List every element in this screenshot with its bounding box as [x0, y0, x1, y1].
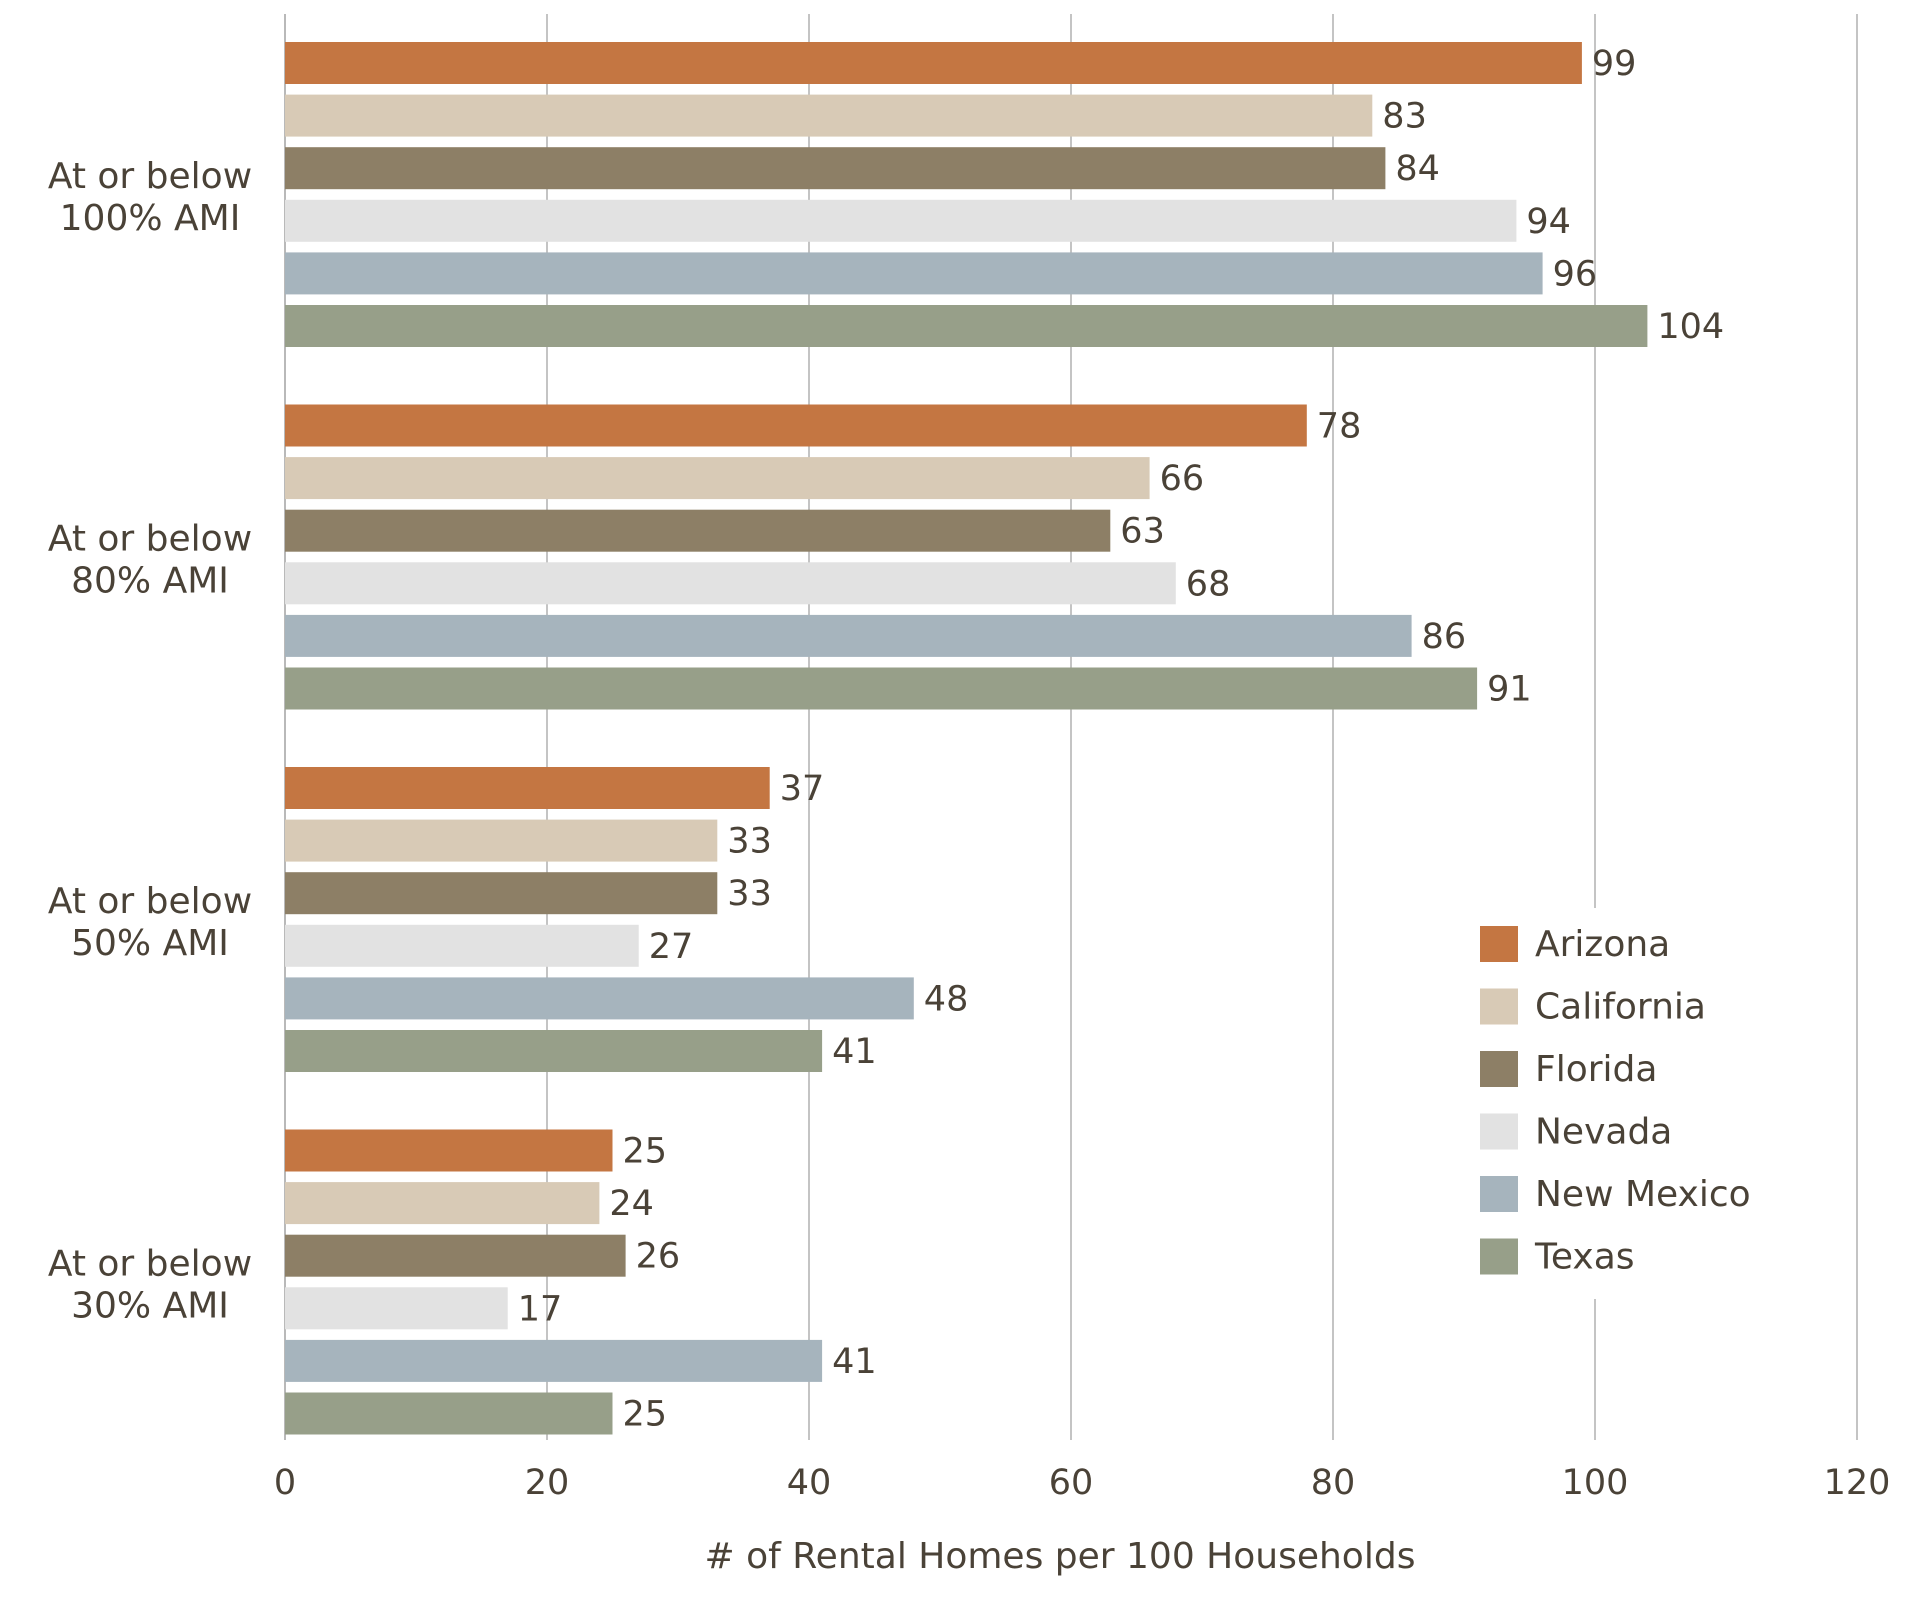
bar-value-label: 66 [1160, 459, 1205, 499]
bar-value-label: 27 [649, 927, 694, 967]
legend-label: Texas [1534, 1237, 1635, 1278]
bar-nevada [285, 199, 1517, 242]
legend-swatch [1480, 1238, 1518, 1275]
bar-value-label: 96 [1553, 254, 1598, 294]
category-label: 80% AMI [71, 560, 229, 601]
bar-florida [285, 872, 718, 915]
bar-texas [285, 1392, 613, 1435]
bar-arizona [285, 1129, 613, 1172]
bar-texas [285, 667, 1478, 710]
bar-value-label: 33 [727, 874, 772, 914]
bar-value-label: 86 [1422, 617, 1467, 657]
x-tick-label: 120 [1824, 1463, 1891, 1503]
bar-value-label: 37 [780, 769, 825, 809]
legend-swatch [1480, 1176, 1518, 1212]
bar-texas [285, 305, 1648, 347]
bar-value-label: 104 [1657, 307, 1724, 347]
bar-arizona [285, 404, 1307, 447]
bar-value-label: 17 [518, 1289, 563, 1329]
legend-label: California [1535, 987, 1706, 1028]
bar-new-mexico [285, 1339, 823, 1382]
bar-value-label: 63 [1120, 512, 1165, 552]
category-label: At or below [48, 518, 252, 559]
bar-new-mexico [285, 614, 1412, 657]
x-tick-label: 60 [1049, 1463, 1094, 1503]
x-tick-label: 80 [1311, 1463, 1356, 1503]
bar-nevada [285, 1287, 508, 1330]
bar-value-label: 25 [623, 1395, 668, 1435]
bar-arizona [285, 767, 770, 809]
bar-value-label: 99 [1592, 44, 1637, 84]
x-tick-label: 20 [525, 1463, 570, 1503]
legend-swatch [1480, 1113, 1518, 1150]
bar-california [285, 457, 1150, 500]
bar-value-label: 78 [1317, 407, 1362, 447]
bar-florida [285, 1234, 626, 1277]
bar-value-label: 41 [832, 1342, 877, 1382]
legend-background [1460, 908, 1800, 1299]
bar-value-label: 24 [609, 1184, 654, 1224]
legend-label: Nevada [1535, 1112, 1672, 1153]
x-tick-label: 0 [274, 1463, 296, 1503]
bar-texas [285, 1030, 823, 1072]
bars: 9983849496104786663688691373333274841252… [285, 42, 1724, 1435]
x-tick-label: 100 [1562, 1463, 1629, 1503]
category-label: 50% AMI [71, 923, 229, 964]
bar-value-label: 26 [636, 1237, 681, 1277]
bar-california [285, 819, 718, 862]
bar-arizona [285, 42, 1582, 84]
bar-value-label: 33 [727, 822, 772, 862]
bar-value-label: 68 [1186, 564, 1231, 604]
bar-value-label: 83 [1382, 97, 1427, 137]
category-label: At or below [48, 1243, 252, 1284]
bar-value-label: 25 [623, 1132, 668, 1172]
bar-florida [285, 147, 1386, 190]
bar-value-label: 91 [1487, 670, 1532, 710]
bar-new-mexico [285, 252, 1543, 295]
bar-california [285, 1182, 600, 1225]
x-axis-title: # of Rental Homes per 100 Households [705, 1536, 1416, 1577]
bar-value-label: 41 [832, 1032, 877, 1072]
bar-value-label: 48 [924, 979, 969, 1019]
bar-value-label: 94 [1526, 202, 1571, 242]
legend-label: New Mexico [1535, 1174, 1751, 1215]
legend-label: Arizona [1535, 924, 1670, 965]
category-label: 100% AMI [60, 198, 241, 239]
category-label: 30% AMI [71, 1285, 229, 1326]
bar-california [285, 94, 1373, 137]
legend-swatch [1480, 926, 1518, 962]
legend-swatch [1480, 988, 1518, 1025]
gridlines [284, 14, 1858, 1440]
bar-new-mexico [285, 977, 914, 1020]
category-label: At or below [48, 156, 252, 197]
bar-florida [285, 509, 1111, 552]
bar-nevada [285, 562, 1176, 605]
legend-swatch [1480, 1051, 1518, 1087]
x-axis-ticks: 0 20 40 60 80 100 120 [274, 1463, 1891, 1503]
bar-nevada [285, 924, 639, 967]
legend-label: Florida [1535, 1049, 1657, 1090]
category-label: At or below [48, 881, 252, 922]
legend: Arizona California Florida Nevada New Mexico… [1460, 908, 1800, 1299]
bar-value-label: 84 [1395, 149, 1440, 189]
x-tick-label: 40 [787, 1463, 832, 1503]
